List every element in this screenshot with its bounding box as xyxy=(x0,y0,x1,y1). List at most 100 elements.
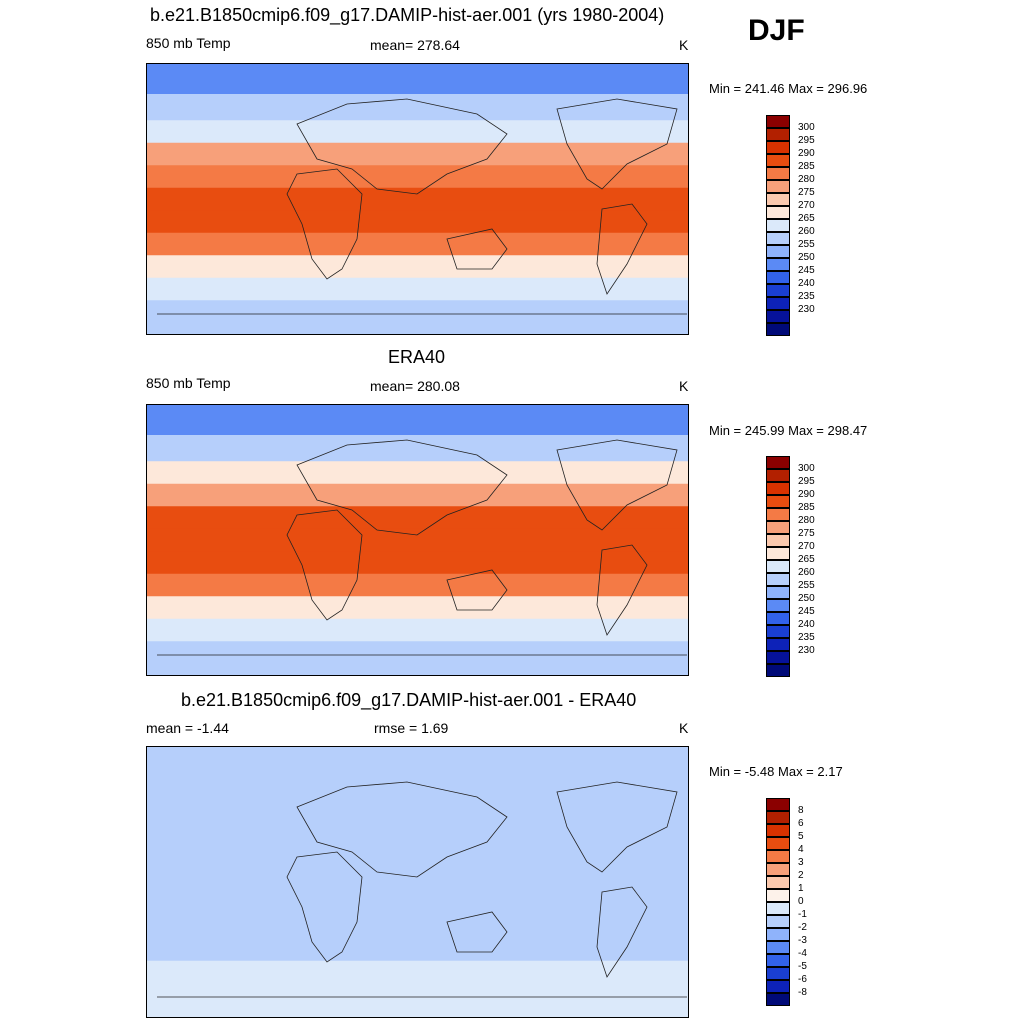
lat-band xyxy=(147,893,688,917)
colorbar-tick-label: 300 xyxy=(798,463,815,474)
coastline xyxy=(556,98,678,190)
colorbar-tick-label: 250 xyxy=(798,593,815,604)
colorbar-swatch xyxy=(766,469,790,482)
lat-band xyxy=(147,94,688,121)
colorbar-tick-label: 275 xyxy=(798,187,815,198)
coastline xyxy=(286,851,363,963)
coastline xyxy=(556,439,678,531)
colorbar-tick-label: 285 xyxy=(798,161,815,172)
colorbar-swatch xyxy=(766,128,790,141)
lat-band xyxy=(147,848,688,872)
panel-1-units: K xyxy=(679,37,689,53)
lat-band xyxy=(147,825,688,849)
lat-band xyxy=(147,255,688,279)
colorbar-tick-label: 295 xyxy=(798,476,815,487)
colorbar-swatch xyxy=(766,798,790,811)
lat-band xyxy=(147,483,688,507)
colorbar-swatch xyxy=(766,245,790,258)
panel-1-variable: 850 mb Temp xyxy=(146,35,231,51)
colorbar-tick-label: 0 xyxy=(798,896,804,907)
coastline xyxy=(596,544,648,636)
lat-band xyxy=(147,506,688,530)
coastline xyxy=(556,781,678,873)
panel-2-variable: 850 mb Temp xyxy=(146,375,231,391)
panel-3-mean: mean = -1.44 xyxy=(146,720,229,736)
lat-band xyxy=(147,528,688,552)
panel-3-units: K xyxy=(679,720,689,736)
panel-1-map xyxy=(146,63,689,335)
colorbar-swatch xyxy=(766,980,790,993)
colorbar-tick-label: 265 xyxy=(798,554,815,565)
colorbar-swatch xyxy=(766,664,790,677)
colorbar-swatch xyxy=(766,954,790,967)
colorbar-swatch xyxy=(766,638,790,651)
colorbar-swatch xyxy=(766,284,790,297)
lat-band xyxy=(147,870,688,894)
colorbar-tick-label: 290 xyxy=(798,148,815,159)
coastline xyxy=(596,886,648,978)
colorbar-swatch xyxy=(766,495,790,508)
colorbar-swatch xyxy=(766,599,790,612)
colorbar-swatch xyxy=(766,837,790,850)
colorbar-tick-label: 285 xyxy=(798,502,815,513)
colorbar-tick-label: 3 xyxy=(798,857,804,868)
panel-1-mean: mean= 278.64 xyxy=(370,37,460,53)
lat-band xyxy=(147,777,688,804)
lat-band xyxy=(147,573,688,597)
panel-3-title: b.e21.B1850cmip6.f09_g17.DAMIP-hist-aer.… xyxy=(181,690,637,710)
colorbar-tick-label: 290 xyxy=(798,489,815,500)
colorbar-swatch xyxy=(766,915,790,928)
colorbar-swatch xyxy=(766,115,790,128)
lat-band xyxy=(147,405,688,436)
colorbar-tick-label: 270 xyxy=(798,541,815,552)
lat-band xyxy=(147,300,688,334)
season-label: DJF xyxy=(748,14,805,47)
colorbar-tick-label: -5 xyxy=(798,961,807,972)
colorbar-tick-label: 250 xyxy=(798,252,815,263)
colorbar-swatch xyxy=(766,889,790,902)
lat-band xyxy=(147,232,688,256)
colorbar-swatch xyxy=(766,310,790,323)
colorbar-swatch xyxy=(766,521,790,534)
colorbar-tick-label: 300 xyxy=(798,122,815,133)
colorbar-swatch xyxy=(766,193,790,206)
lat-band xyxy=(147,747,688,778)
colorbar-tick-label: 280 xyxy=(798,174,815,185)
panel-2-title: ERA40 xyxy=(388,347,446,367)
lat-band xyxy=(147,938,688,962)
colorbar-swatch xyxy=(766,297,790,310)
coastline xyxy=(296,781,508,878)
colorbar-swatch xyxy=(766,850,790,863)
colorbar-tick-label: 255 xyxy=(798,239,815,250)
colorbar-swatch xyxy=(766,560,790,573)
panel-2-minmax: Min = 245.99 Max = 298.47 xyxy=(709,423,868,438)
coastline xyxy=(596,203,648,295)
colorbar-swatch xyxy=(766,573,790,586)
colorbar-tick-label: 230 xyxy=(798,304,815,315)
colorbar-swatch xyxy=(766,941,790,954)
colorbar-tick-label: -4 xyxy=(798,948,807,959)
colorbar-swatch xyxy=(766,167,790,180)
coastline xyxy=(286,168,363,280)
colorbar-swatch xyxy=(766,811,790,824)
colorbar-swatch xyxy=(766,967,790,980)
panel-3-minmax: Min = -5.48 Max = 2.17 xyxy=(709,764,843,779)
panel-2-units: K xyxy=(679,378,689,394)
coastline xyxy=(446,569,508,611)
colorbar-swatch xyxy=(766,863,790,876)
lat-band xyxy=(147,596,688,620)
colorbar-tick-label: 245 xyxy=(798,606,815,617)
lat-band xyxy=(147,435,688,462)
coastline xyxy=(296,439,508,536)
colorbar-swatch xyxy=(766,651,790,664)
colorbar-tick-label: 8 xyxy=(798,805,804,816)
colorbar-swatch xyxy=(766,625,790,638)
colorbar-swatch xyxy=(766,586,790,599)
colorbar-tick-label: 1 xyxy=(798,883,804,894)
colorbar-tick-label: 4 xyxy=(798,844,804,855)
coastline xyxy=(286,509,363,621)
colorbar-tick-label: 255 xyxy=(798,580,815,591)
colorbar-tick-label: 240 xyxy=(798,619,815,630)
colorbar-swatch xyxy=(766,219,790,232)
lat-band xyxy=(147,461,688,485)
